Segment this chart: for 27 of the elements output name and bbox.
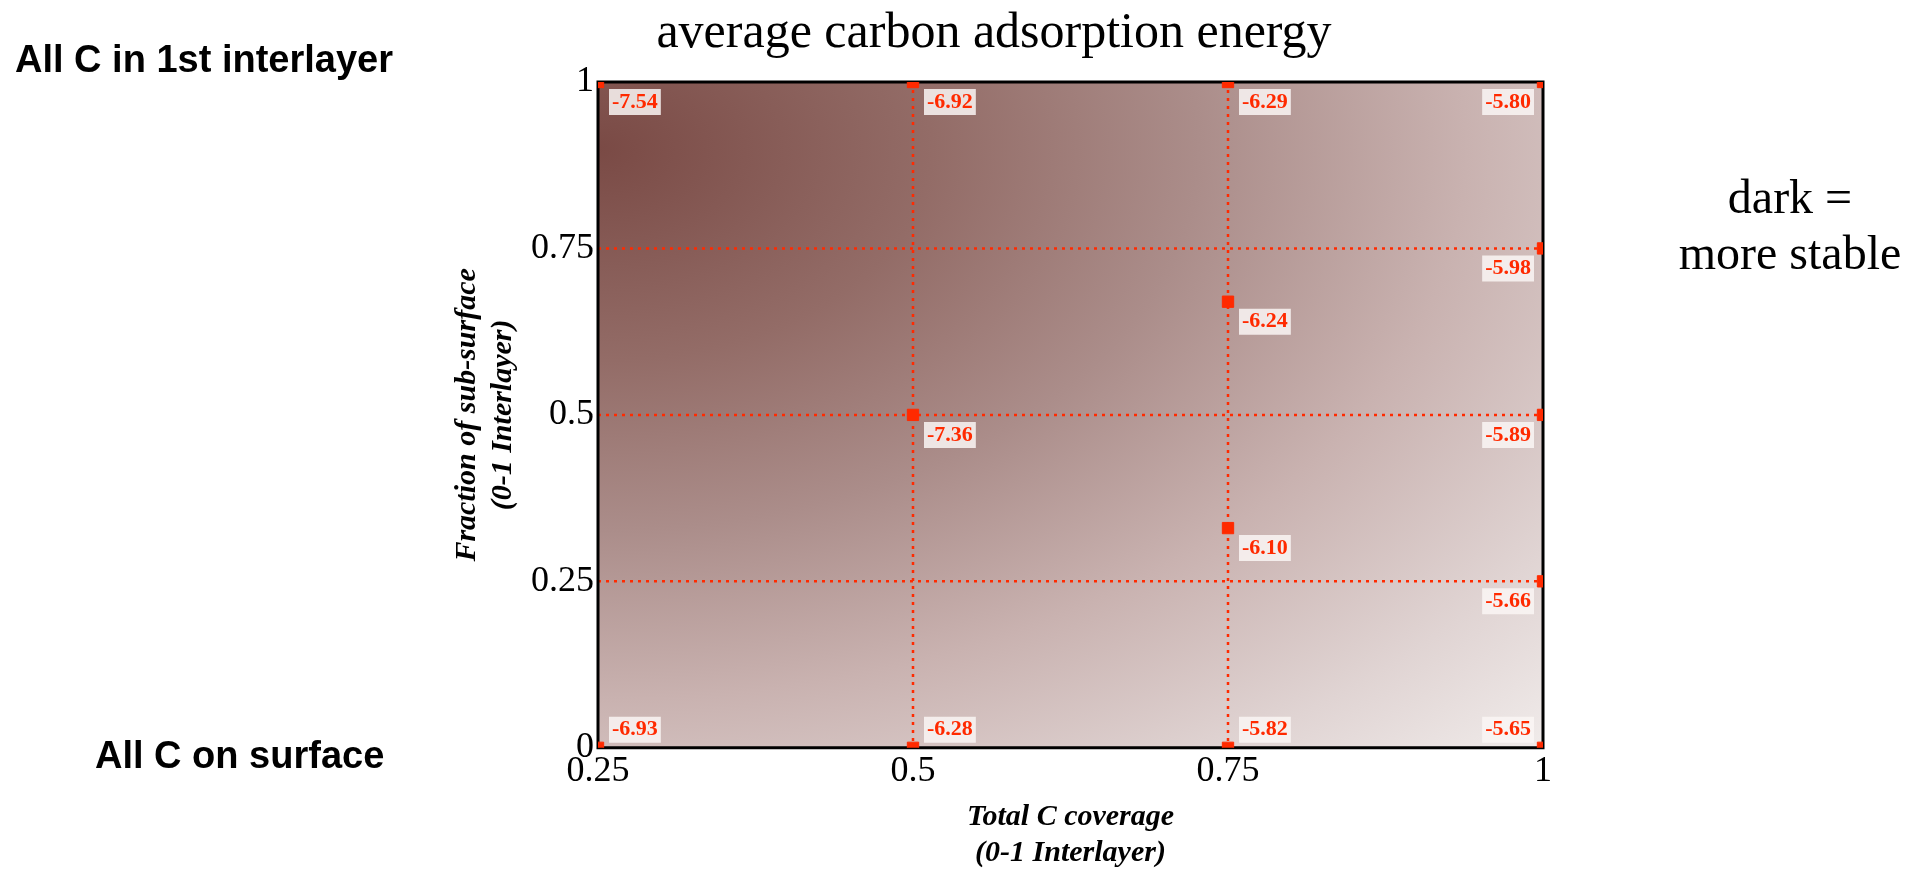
annotation: -5.66	[1485, 587, 1531, 613]
annotation: -6.92	[927, 87, 973, 113]
x-tick-label: 1	[1534, 748, 1552, 789]
annotation: -7.54	[612, 87, 658, 113]
annotation: -6.93	[612, 715, 658, 741]
annotation: -6.24	[1242, 307, 1288, 333]
annotation: -6.10	[1242, 533, 1288, 559]
text: dark = more stable	[1678, 169, 1902, 279]
y-tick-label: 0.5	[549, 392, 594, 433]
annotation: -5.89	[1485, 420, 1531, 446]
x-axis-title: Total C coverage (0-1 Interlayer)	[966, 797, 1175, 868]
x-tick-label: 0.5	[890, 748, 936, 789]
x-tick-label: 0.75	[1196, 748, 1260, 789]
annotation: -5.65	[1485, 715, 1531, 741]
y-tick-label: 0.75	[531, 225, 594, 266]
annotation: -6.28	[927, 715, 973, 741]
annotation: -6.29	[1242, 87, 1288, 113]
text: All C in 1st interlayer	[15, 38, 394, 81]
annotation: -5.82	[1242, 715, 1288, 741]
y-axis-title: Fraction of sub-surface (0-1 Interlayer)	[447, 268, 518, 563]
chart-title: average carbon adsorption energy	[656, 2, 1332, 59]
y-tick-label: 0.25	[531, 558, 594, 599]
annotation: -5.80	[1485, 87, 1531, 113]
text: All C on surface	[95, 734, 385, 777]
annotation: -7.36	[927, 420, 973, 446]
y-tick-label: 1	[576, 59, 594, 100]
annotation: -5.98	[1485, 254, 1531, 280]
